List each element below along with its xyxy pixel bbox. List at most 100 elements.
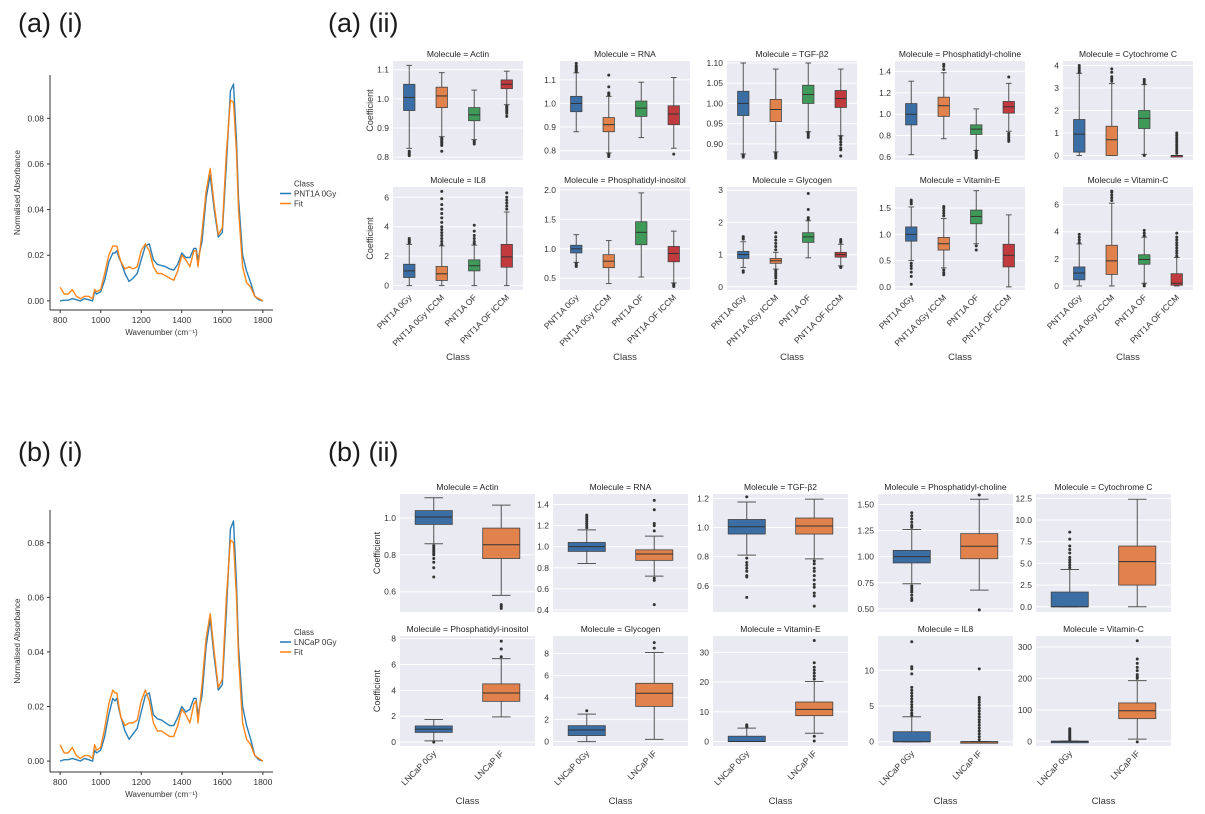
y-axis-label: Normalised Absorbance <box>13 598 22 683</box>
y-tick-label: 10.0 <box>1015 515 1032 525</box>
outlier-point <box>812 569 816 573</box>
box-pnt1a-0gy-iccm <box>435 72 448 153</box>
box-iqr <box>1105 244 1118 275</box>
x-tick-label: 1600 <box>213 315 232 325</box>
outlier-point <box>1175 238 1179 242</box>
x-tick-label: LNCaP IF <box>625 748 658 781</box>
outlier-point <box>909 274 913 278</box>
series-line-sample <box>59 520 264 762</box>
outlier-point <box>910 586 914 590</box>
outlier-point <box>1110 75 1114 79</box>
outlier-point <box>432 575 436 579</box>
outlier-point <box>977 700 981 704</box>
outlier-point <box>774 245 778 249</box>
y-tick-label: 6 <box>1054 200 1059 210</box>
outlier-point <box>1007 139 1011 143</box>
outlier-point <box>1110 70 1114 74</box>
outlier-point <box>1110 193 1114 197</box>
outlier-point <box>1135 673 1139 677</box>
y-tick-label: 1.0 <box>544 244 556 254</box>
outlier-point <box>909 264 913 268</box>
box-panel: 0.8 0.9 1.0 1.1 Molecule = RNA <box>544 49 690 160</box>
outlier-point <box>909 202 913 206</box>
y-tick-label: 0.06 <box>27 592 44 602</box>
box-iqr <box>635 682 674 707</box>
box-iqr <box>1073 119 1086 153</box>
outlier-point <box>741 270 745 274</box>
x-tick-label: LNCaP 0Gy <box>1035 748 1075 788</box>
x-axis-label: Class <box>609 796 633 807</box>
panel-title: Molecule = Phosphatidyl-choline <box>884 482 1006 492</box>
outlier-point <box>910 703 914 707</box>
outlier-point <box>1068 530 1072 534</box>
outlier-point <box>812 591 816 595</box>
outlier-point <box>1068 563 1072 567</box>
box-pnt1a-of <box>1138 77 1151 157</box>
outlier-point <box>910 511 914 515</box>
y-tick-label: 0.9 <box>377 123 389 133</box>
outlier-point <box>1068 561 1072 565</box>
outlier-point <box>1110 196 1114 200</box>
box-iqr <box>667 246 680 263</box>
plot-area <box>713 494 848 612</box>
outlier-point <box>839 143 843 147</box>
legend-entry: PNT1A 0Gy <box>294 190 336 199</box>
outlier-point <box>1077 70 1081 74</box>
outlier-point <box>909 198 913 202</box>
panel-title: Molecule = Phosphatidyl-choline <box>899 49 1021 59</box>
outlier-point <box>432 553 436 557</box>
outlier-point <box>1110 189 1114 193</box>
plot-area <box>560 187 690 290</box>
outlier-point <box>1068 537 1072 541</box>
outlier-point <box>909 282 913 286</box>
box-lncap-0gy <box>727 495 766 599</box>
outlier-point <box>774 235 778 239</box>
outlier-point <box>910 685 914 689</box>
outlier-point <box>806 208 810 212</box>
x-tick-label: 1800 <box>253 315 272 325</box>
y-tick-label: 6 <box>544 671 549 681</box>
outlier-point <box>942 271 946 275</box>
outlier-point <box>652 522 656 525</box>
y-tick-label: 0.6 <box>879 152 891 162</box>
outlier-point <box>909 266 913 270</box>
outlier-point <box>910 640 914 644</box>
y-tick-label: 0.04 <box>27 647 44 657</box>
outlier-point <box>774 156 778 160</box>
outlier-point <box>1175 249 1179 253</box>
outlier-point <box>1007 75 1011 79</box>
outlier-point <box>1077 238 1081 242</box>
outlier-point <box>910 525 914 529</box>
outlier-point <box>1142 82 1146 85</box>
outlier-point <box>1135 657 1139 661</box>
outlier-point <box>1175 131 1179 135</box>
outlier-point <box>812 739 816 743</box>
y-tick-label: 4 <box>1054 61 1059 71</box>
outlier-point <box>1007 134 1011 138</box>
box-iqr <box>435 86 448 108</box>
box-iqr <box>635 549 674 561</box>
outlier-point <box>774 274 778 278</box>
outlier-point <box>910 599 914 603</box>
outlier-point <box>1142 228 1146 232</box>
box-lncap-if <box>482 504 521 610</box>
box-iqr <box>970 209 983 225</box>
y-axis-label: Coefficient <box>372 531 382 574</box>
panel-title: Molecule = Cytochrome C <box>1079 49 1177 59</box>
x-tick-label: LNCaP 0Gy <box>552 748 592 788</box>
outlier-point <box>652 524 656 528</box>
box-panel: 0.6 0.8 1.0 1.2 Molecule = TGF-β2 <box>697 482 848 612</box>
outlier-point <box>977 712 981 716</box>
outlier-point <box>1175 147 1179 151</box>
y-tick-label: 300 <box>1018 642 1032 652</box>
outlier-point <box>1068 727 1072 731</box>
outlier-point <box>1077 235 1081 239</box>
box-pnt1a-0gy-iccm <box>937 62 950 140</box>
y-tick-label: 200 <box>1018 673 1032 683</box>
y-tick-label: 0.8 <box>377 152 389 162</box>
y-tick-label: 0.5 <box>544 273 556 283</box>
outlier-point <box>1077 232 1081 236</box>
outlier-point <box>774 238 778 242</box>
box-iqr <box>635 221 648 246</box>
box-pnt1a-of <box>468 89 481 146</box>
